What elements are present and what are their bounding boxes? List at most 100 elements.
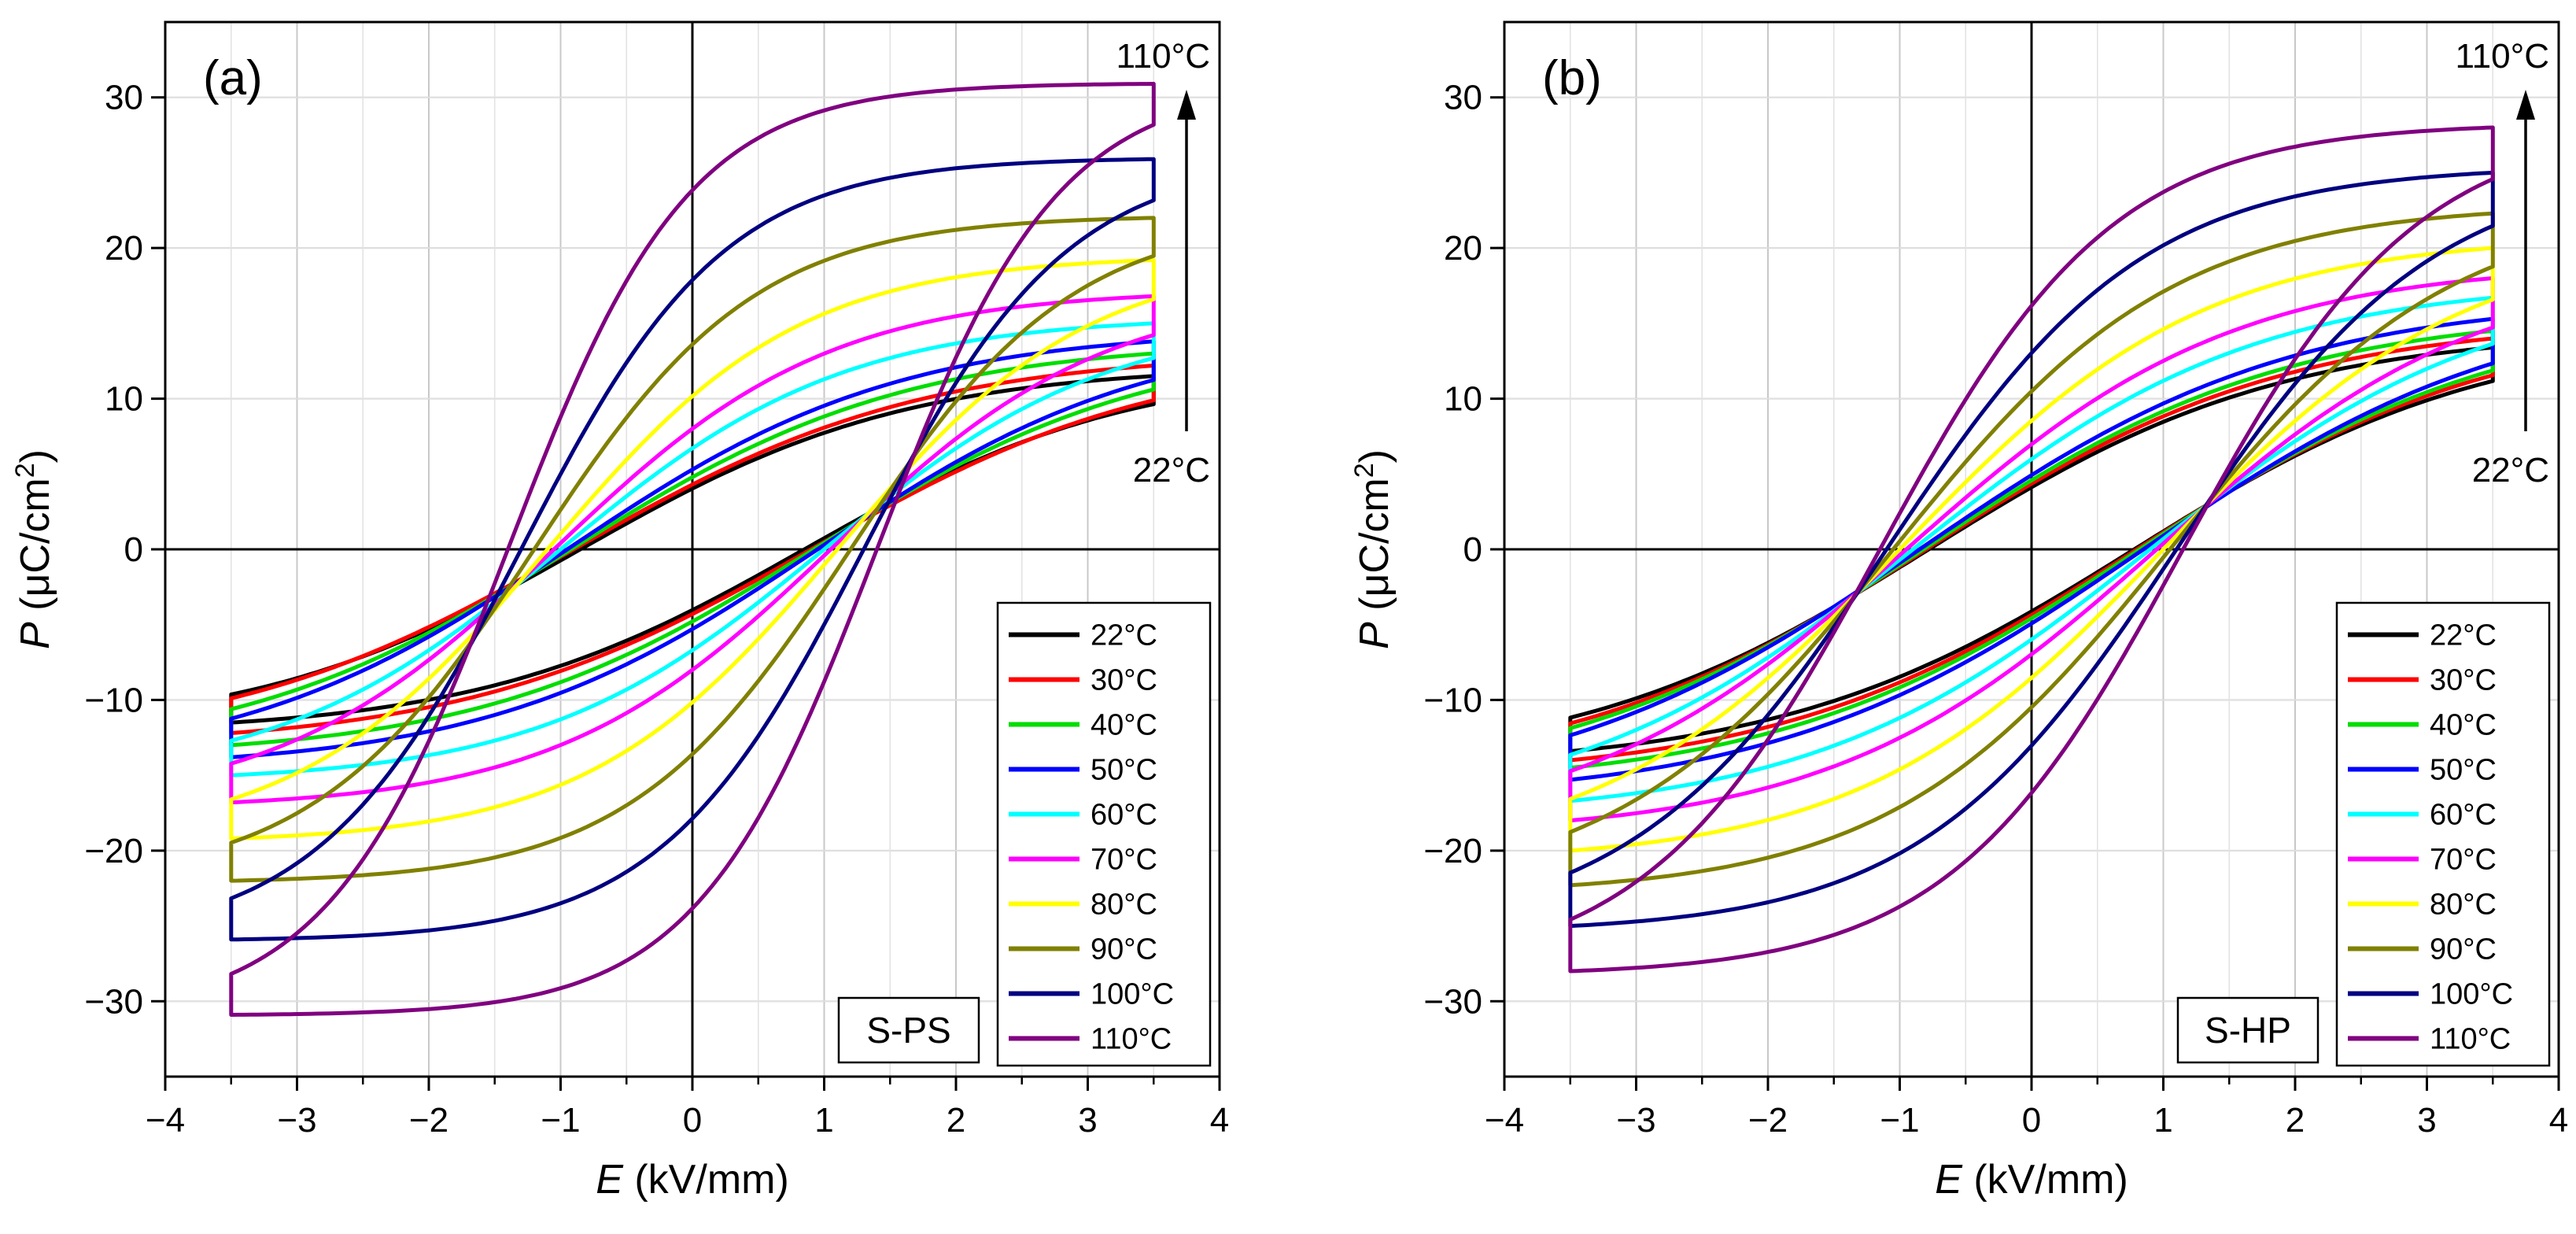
legend-item: 90°C (2348, 933, 2497, 966)
x-axis-variable: E (1935, 1157, 1963, 1203)
x-tick-label: −4 (1485, 1101, 1524, 1140)
y-axis-title: P (μC/cm2) (10, 449, 58, 649)
x-tick-label: −1 (1880, 1101, 1919, 1140)
x-axis-unit: (kV/mm) (1962, 1157, 2128, 1203)
x-tick-label: −3 (277, 1101, 316, 1140)
legend-item: 40°C (1009, 709, 1157, 742)
legend: 22°C 30°C 40°C 50°C 60°C 70°C 80°C 90°C 100°C 110… (996, 601, 1212, 1067)
legend-label: 40°C (1091, 709, 1157, 742)
panel-label: (b) (1542, 51, 1602, 105)
legend-label: 60°C (1091, 799, 1157, 832)
loop-90C (229, 216, 1156, 883)
legend-label: 30°C (2430, 664, 2497, 697)
legend-item: 30°C (2348, 664, 2497, 697)
legend-item: 80°C (2348, 889, 2497, 922)
y-axis-unit-close: ) (1352, 449, 1397, 463)
legend-label: 70°C (1091, 844, 1157, 877)
x-tick-label: −4 (146, 1101, 185, 1140)
y-tick-label: −10 (84, 681, 143, 719)
legend-label: 100°C (2430, 978, 2513, 1011)
y-tick-label: 0 (1463, 530, 1482, 569)
legend-item: 70°C (1009, 844, 1157, 877)
y-tick-label: −30 (1423, 982, 1482, 1021)
legend-item: 100°C (2348, 978, 2513, 1011)
legend-label: 70°C (2430, 844, 2497, 877)
x-axis-title: E (kV/mm) (1935, 1157, 2128, 1203)
y-axis-variable: P (13, 622, 58, 649)
legend-item: 110°C (1009, 1023, 1172, 1056)
x-axis-unit: (kV/mm) (623, 1157, 789, 1203)
x-tick-label: 4 (1210, 1101, 1229, 1140)
legend-label: 80°C (1091, 889, 1157, 922)
arrow-top-label: 110°C (2455, 37, 2549, 76)
legend-item: 22°C (2348, 619, 2497, 652)
legend-label: 110°C (1091, 1023, 1172, 1056)
legend-item: 22°C (1009, 619, 1157, 652)
arrow-top-label: 110°C (1116, 37, 1210, 76)
x-tick-label: −1 (541, 1101, 580, 1140)
x-axis-variable: E (596, 1157, 624, 1203)
legend-item: 60°C (2348, 799, 2497, 832)
x-tick-label: 3 (1078, 1101, 1097, 1140)
x-axis-title: E (kV/mm) (596, 1157, 789, 1203)
y-axis-unit: (μC/cm (13, 478, 58, 622)
legend-item: 70°C (2348, 844, 2497, 877)
hysteresis-loops (229, 82, 1156, 1017)
x-tick-label: −2 (409, 1101, 448, 1140)
x-tick-label: 2 (2286, 1101, 2305, 1140)
x-tick-label: 2 (947, 1101, 965, 1140)
x-tick-label: 0 (2022, 1101, 2041, 1140)
loop-100C (229, 157, 1156, 942)
loop-80C (229, 258, 1156, 841)
arrow-bottom-label: 22°C (2472, 451, 2549, 490)
legend-item: 110°C (2348, 1023, 2511, 1056)
legend-item: 80°C (1009, 889, 1157, 922)
legend-item: 90°C (1009, 933, 1157, 966)
legend-label: 22°C (1091, 619, 1157, 652)
y-tick-label: 30 (1444, 79, 1482, 117)
legend-item: 50°C (2348, 754, 2497, 787)
sample-label: S-PS (866, 1010, 950, 1051)
y-tick-label: 20 (1444, 229, 1482, 268)
y-axis-unit-superscript: 2 (1349, 463, 1379, 478)
y-tick-label: −20 (1423, 832, 1482, 870)
arrow-bottom-label: 22°C (1133, 451, 1210, 490)
y-axis-title: P (μC/cm2) (1349, 449, 1397, 649)
y-axis-variable: P (1352, 622, 1397, 649)
legend-label: 60°C (2430, 799, 2497, 832)
hysteresis-loops (1568, 125, 2495, 974)
legend-item: 30°C (1009, 664, 1157, 697)
x-tick-label: 4 (2549, 1101, 2568, 1140)
y-tick-label: −10 (1423, 681, 1482, 719)
sample-label-box (837, 996, 980, 1064)
sample-label-box (2176, 996, 2320, 1064)
y-tick-label: 20 (105, 229, 143, 268)
x-tick-label: 1 (2153, 1101, 2172, 1140)
sample-label: S-HP (2205, 1010, 2291, 1051)
y-axis-unit: (μC/cm (1352, 478, 1397, 622)
legend-item: 100°C (1009, 978, 1174, 1011)
legend-label: 50°C (2430, 754, 2497, 787)
y-tick-label: 0 (124, 530, 143, 569)
legend-label: 90°C (1091, 933, 1157, 966)
legend-label: 110°C (2430, 1023, 2511, 1056)
y-tick-label: 10 (105, 380, 143, 419)
y-tick-label: −30 (84, 982, 143, 1021)
legend-item: 50°C (1009, 754, 1157, 787)
temperature-arrow-head (1177, 90, 1196, 120)
y-tick-label: 10 (1444, 380, 1482, 419)
x-tick-label: −2 (1748, 1101, 1788, 1140)
x-tick-label: 0 (683, 1101, 702, 1140)
legend-label: 100°C (1091, 978, 1174, 1011)
y-tick-label: −20 (84, 832, 143, 870)
y-axis-unit-close: ) (13, 449, 58, 463)
temperature-arrow-head (2516, 90, 2535, 120)
legend: 22°C 30°C 40°C 50°C 60°C 70°C 80°C 90°C 100°C 110… (2335, 601, 2551, 1067)
legend-label: 22°C (2430, 619, 2497, 652)
loop-110C (229, 82, 1156, 1017)
legend-label: 80°C (2430, 889, 2497, 922)
